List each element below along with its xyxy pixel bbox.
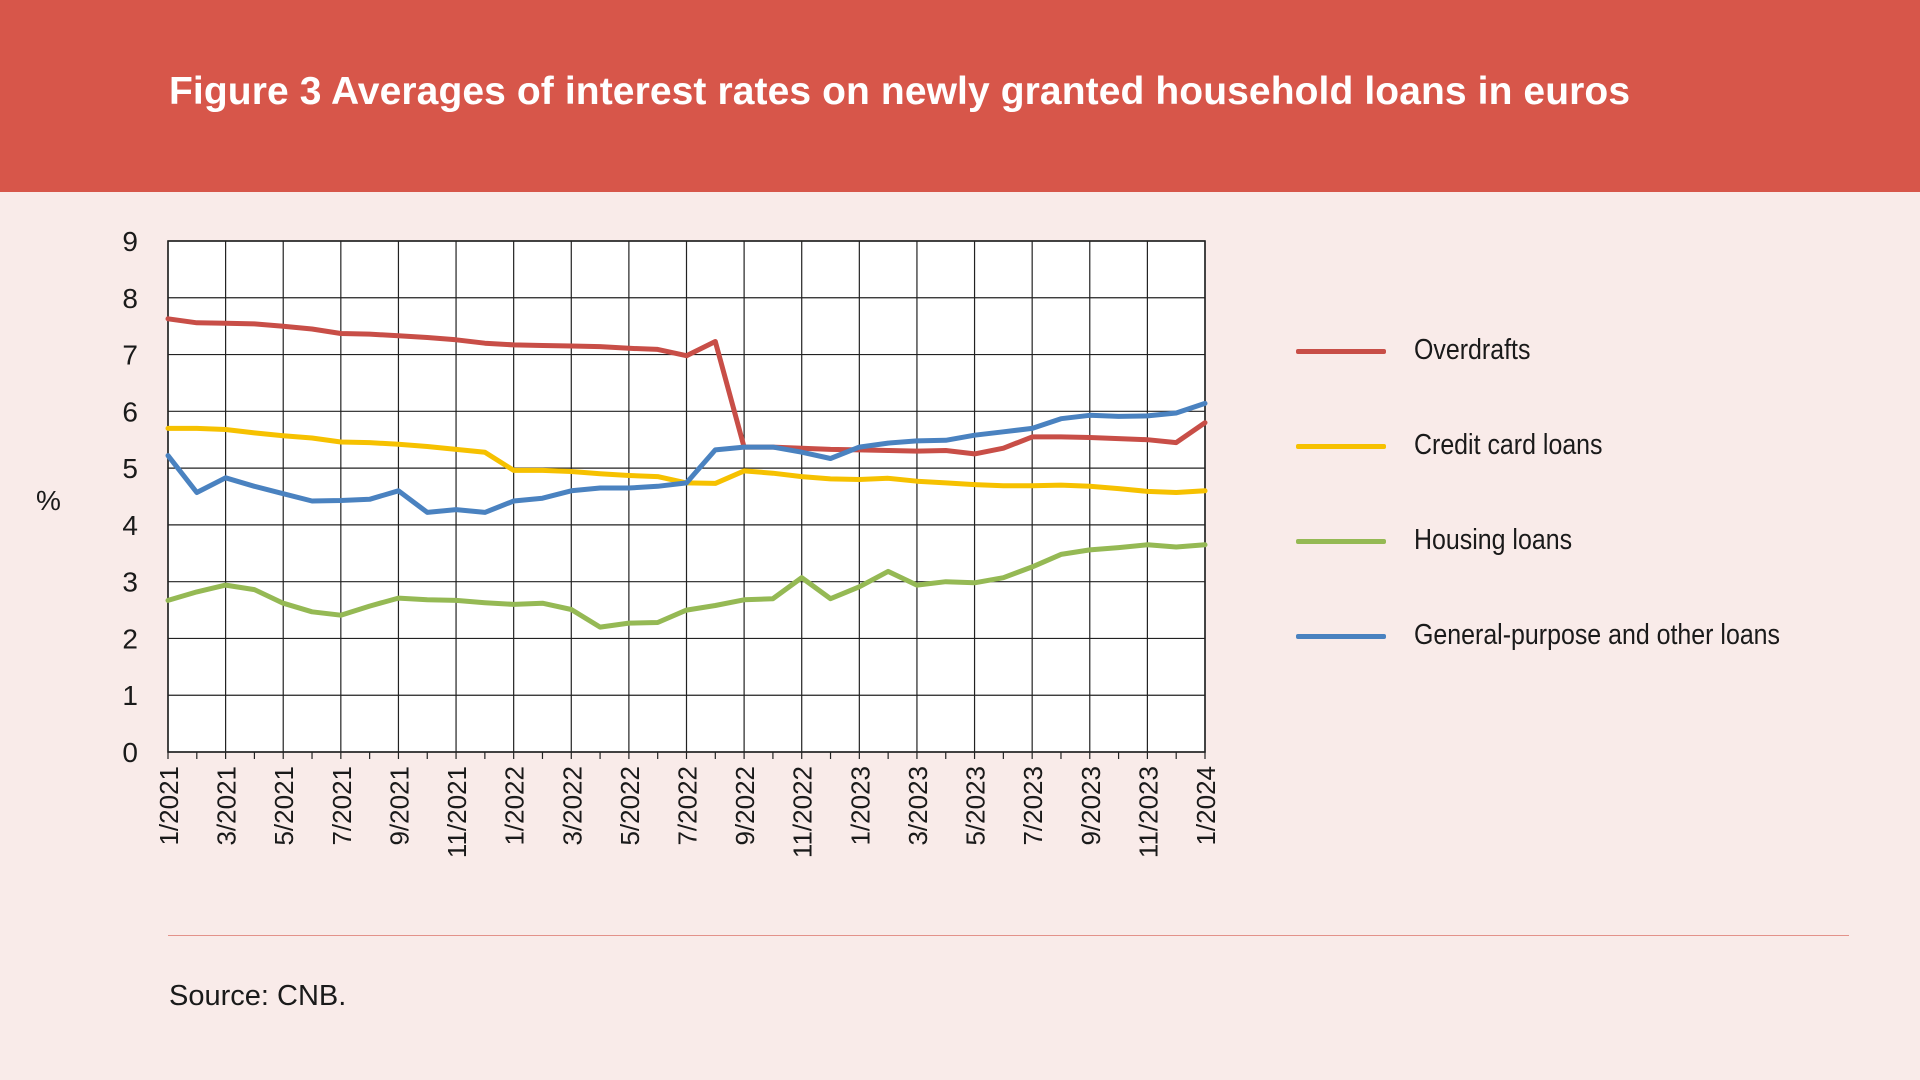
x-tick-label: 5/2022 — [615, 766, 645, 846]
y-tick-label: 5 — [122, 453, 138, 484]
footer-divider — [168, 935, 1849, 936]
legend-swatch — [1296, 634, 1386, 639]
y-tick-label: 3 — [122, 567, 138, 598]
legend-item: Housing loans — [1296, 520, 1856, 560]
y-tick-label: 7 — [122, 340, 138, 371]
x-tick-label: 7/2022 — [673, 766, 703, 846]
x-tick-label: 3/2022 — [557, 766, 587, 846]
figure-header: Figure 3 Averages of interest rates on n… — [0, 0, 1920, 192]
x-tick-label: 1/2021 — [154, 766, 184, 846]
legend-label: General-purpose and other loans — [1414, 619, 1781, 651]
x-tick-label: 1/2022 — [500, 766, 530, 846]
y-axis-label: % — [36, 485, 61, 516]
legend-item: Credit card loans — [1296, 425, 1856, 465]
legend-swatch — [1296, 539, 1386, 544]
legend-item: General-purpose and other loans — [1296, 615, 1856, 655]
y-tick-label: 6 — [122, 396, 138, 427]
x-tick-label: 9/2021 — [384, 766, 414, 846]
legend-label: Overdrafts — [1414, 334, 1531, 366]
legend-label: Credit card loans — [1414, 429, 1603, 461]
x-tick-label: 9/2023 — [1076, 766, 1106, 846]
x-tick-label: 7/2023 — [1018, 766, 1048, 846]
x-tick-label: 11/2023 — [1133, 766, 1163, 858]
legend-item: Overdrafts — [1296, 330, 1856, 370]
series-line-housing-loans — [165, 542, 1208, 630]
y-tick-label: 2 — [122, 623, 138, 654]
y-tick-label: 4 — [122, 510, 138, 541]
x-tick-label: 1/2024 — [1191, 766, 1221, 846]
legend-swatch — [1296, 444, 1386, 449]
x-tick-label: 5/2023 — [961, 766, 991, 846]
x-tick-label: 5/2021 — [269, 766, 299, 846]
series-line-general-purpose-and-other-loans — [165, 400, 1208, 515]
legend-swatch — [1296, 349, 1386, 354]
x-tick-label: 11/2022 — [788, 766, 818, 858]
x-tick-label: 3/2023 — [903, 766, 933, 846]
figure-title: Figure 3 Averages of interest rates on n… — [169, 70, 1631, 113]
y-tick-label: 1 — [122, 680, 138, 711]
source-note: Source: CNB. — [169, 980, 347, 1012]
y-tick-label: 9 — [122, 226, 138, 257]
x-tick-label: 11/2021 — [442, 766, 472, 858]
x-tick-label: 7/2021 — [327, 766, 357, 846]
x-tick-label: 3/2021 — [212, 766, 242, 846]
x-tick-label: 9/2022 — [730, 766, 760, 846]
legend-label: Housing loans — [1414, 524, 1573, 556]
y-tick-label: 8 — [122, 283, 138, 314]
x-tick-label: 1/2023 — [845, 766, 875, 846]
series-line-overdrafts — [165, 316, 1208, 457]
y-tick-label: 0 — [122, 737, 138, 768]
